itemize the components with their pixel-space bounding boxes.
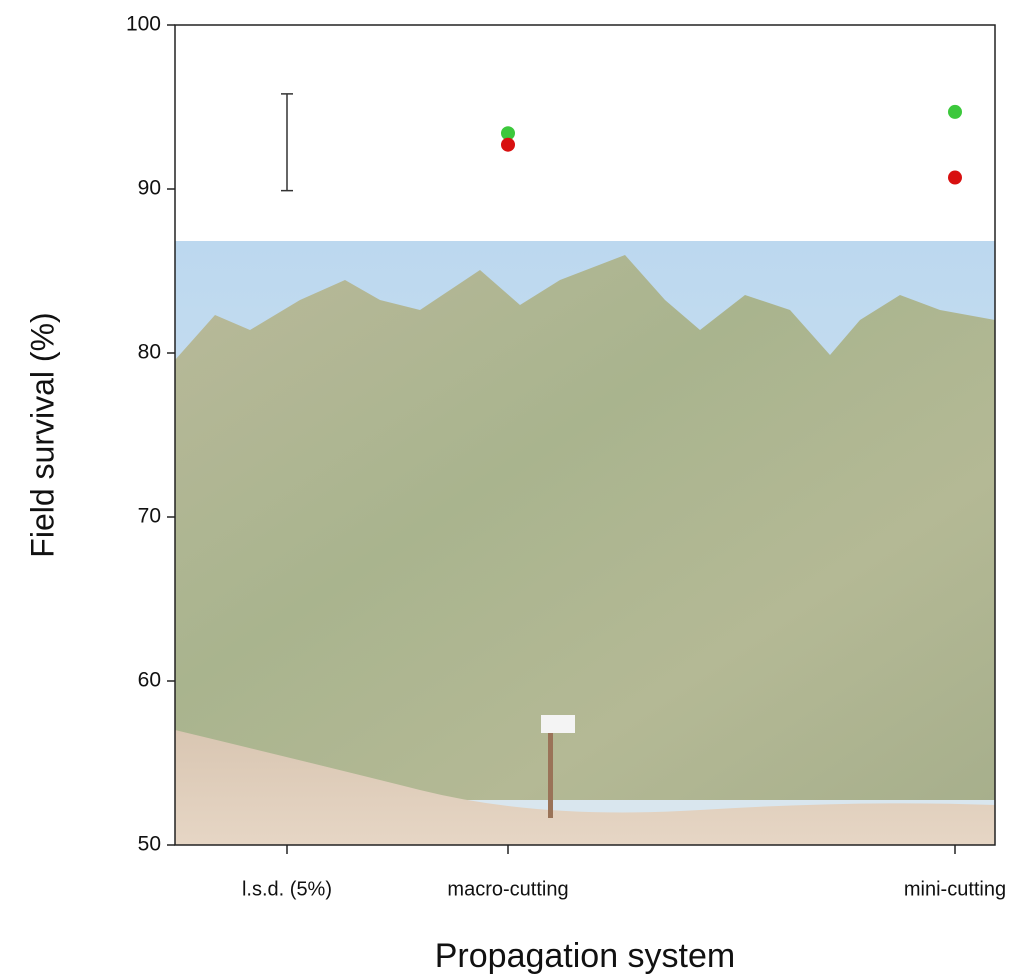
y-tick-label: 100: [126, 13, 161, 36]
y-tick-label: 90: [138, 177, 161, 200]
y-axis-title: Field survival (%): [24, 312, 60, 557]
dot: [501, 126, 515, 141]
dot: [948, 104, 962, 119]
y-tick-label: 50: [138, 833, 161, 856]
x-tick-label: l.s.d. (5%): [242, 878, 332, 900]
dot: [948, 170, 962, 185]
background-photo: [175, 241, 995, 845]
y-tick-label: 80: [138, 341, 161, 364]
x-tick-label: mini-cutting: [904, 878, 1006, 900]
dot: [501, 137, 515, 152]
y-tick-label: 70: [138, 505, 161, 528]
y-tick-label: 60: [138, 669, 161, 692]
x-tick-label: macro-cutting: [447, 878, 568, 900]
x-axis-title: Propagation system: [435, 937, 736, 975]
plot-frame: [174, 24, 996, 846]
